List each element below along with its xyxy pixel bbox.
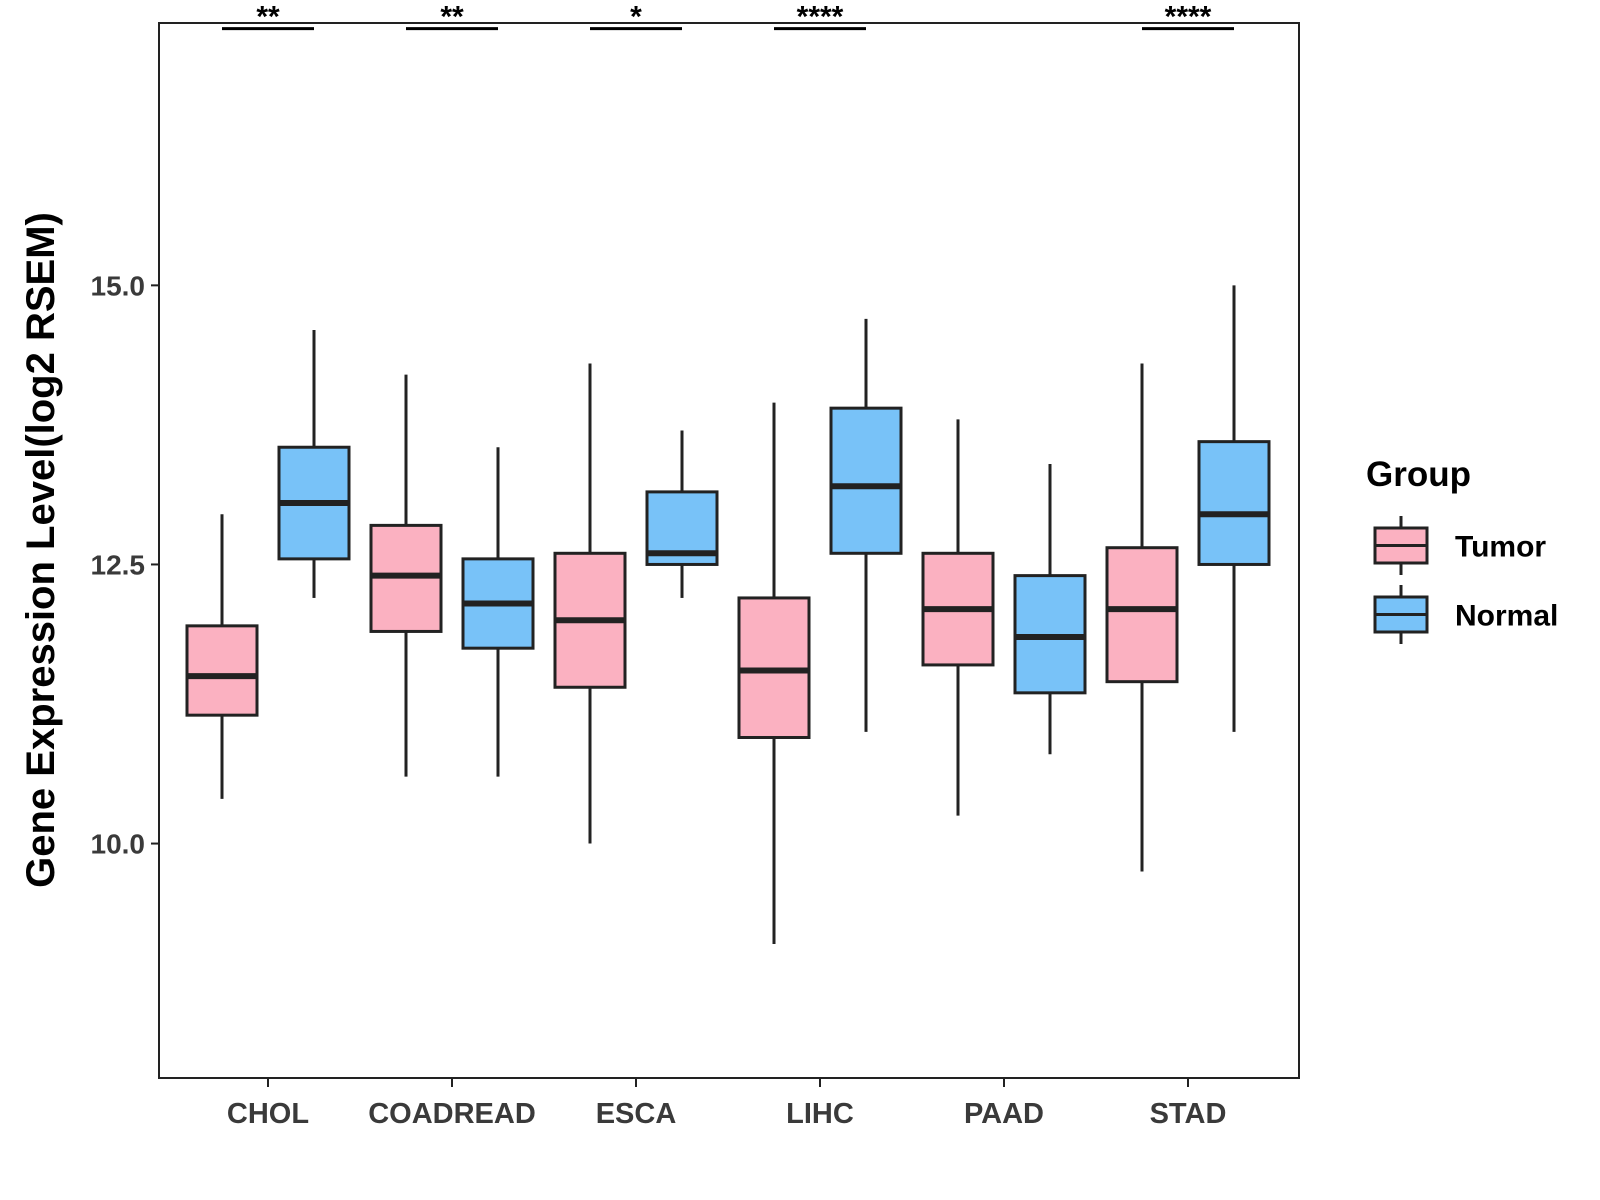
box-tumor-stad: [1105, 363, 1179, 872]
x-tick-label: CHOL: [227, 1098, 309, 1130]
box-normal-lihc: [829, 318, 903, 732]
x-tick-label: PAAD: [964, 1098, 1044, 1130]
x-tick-label: COADREAD: [368, 1098, 536, 1130]
legend: Group Tumor Normal: [1366, 455, 1558, 644]
boxes-layer: [185, 285, 1271, 945]
significance-label: **: [256, 1, 280, 34]
y-tick-label: 12.5: [91, 549, 146, 580]
legend-label: Normal: [1455, 600, 1558, 633]
x-axis: CHOL COADREAD ESCA LIHC PAAD STAD: [227, 1078, 1226, 1130]
box-body: [1105, 546, 1179, 684]
box-tumor-chol: [185, 514, 259, 799]
x-tick-label: ESCA: [596, 1098, 677, 1130]
significance-label: ****: [1165, 1, 1212, 34]
x-tick-label: STAD: [1150, 1098, 1227, 1130]
box-normal-paad: [1013, 463, 1087, 755]
legend-title: Group: [1366, 455, 1471, 494]
significance-stad: ****: [1142, 1, 1234, 34]
box-normal-esca: [645, 430, 719, 598]
x-tick-label: LIHC: [786, 1098, 854, 1130]
y-tick-label: 10.0: [91, 829, 146, 860]
box-normal-chol: [277, 330, 351, 598]
significance-label: *: [630, 1, 642, 34]
plot-panel-border: [158, 22, 1300, 1079]
legend-entry-normal: Normal: [1373, 585, 1558, 644]
box-tumor-lihc: [737, 402, 811, 945]
y-tick-label: 15.0: [91, 270, 146, 301]
legend-entry-tumor: Tumor: [1373, 516, 1546, 575]
box-body: [1197, 440, 1271, 566]
y-axis-title: Gene Expression Level(log2 RSEM): [19, 212, 63, 888]
significance-coadread: **: [406, 1, 498, 34]
significance-label: ****: [797, 1, 844, 34]
box-normal-stad: [1197, 285, 1271, 732]
significance-esca: *: [590, 1, 682, 34]
box-tumor-esca: [553, 363, 627, 844]
significance-chol: **: [222, 1, 314, 34]
box-normal-coadread: [461, 447, 535, 777]
box-tumor-coadread: [369, 374, 443, 777]
significance-label: **: [440, 1, 464, 34]
box-body: [829, 406, 903, 555]
box-body: [185, 624, 259, 717]
legend-label: Tumor: [1455, 531, 1546, 564]
significance-lihc: ****: [774, 1, 866, 34]
y-axis: 10.0 12.5 15.0: [91, 270, 159, 860]
box-tumor-paad: [921, 419, 995, 816]
significance-layer: ** ** * **** ****: [222, 1, 1234, 34]
